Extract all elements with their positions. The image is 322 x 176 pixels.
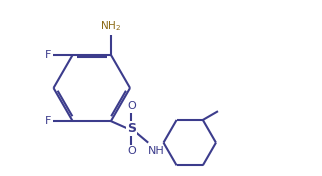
Text: O: O xyxy=(127,101,136,111)
Text: NH: NH xyxy=(148,146,165,156)
Text: F: F xyxy=(45,116,51,126)
Text: F: F xyxy=(45,50,51,60)
Text: NH$_2$: NH$_2$ xyxy=(100,19,121,33)
Text: O: O xyxy=(127,146,136,156)
Text: S: S xyxy=(127,122,136,135)
